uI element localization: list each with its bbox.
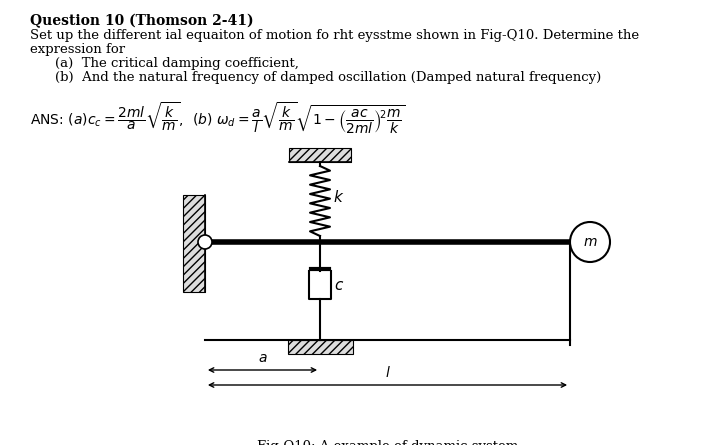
Bar — [287, 340, 353, 354]
Text: Fig-Q10: A example of dynamic system.: Fig-Q10: A example of dynamic system. — [257, 440, 523, 445]
Text: Set up the different ial equaiton of motion fo rht eysstme shown in Fig-Q10. Det: Set up the different ial equaiton of mot… — [30, 29, 639, 42]
Text: $c$: $c$ — [334, 278, 344, 293]
Text: $l$: $l$ — [384, 365, 390, 380]
Bar — [289, 148, 351, 162]
Text: (b)  And the natural frequency of damped oscillation (Damped natural frequency): (b) And the natural frequency of damped … — [55, 71, 601, 84]
Circle shape — [570, 222, 610, 262]
Text: $a$: $a$ — [258, 351, 267, 365]
Text: (a)  The critical damping coefficient,: (a) The critical damping coefficient, — [55, 57, 299, 70]
Text: ANS: $(a)c_c =\dfrac{2ml}{a}\sqrt{\dfrac{k}{m}}$,  $(b)\ \omega_d=\dfrac{a}{l}\s: ANS: $(a)c_c =\dfrac{2ml}{a}\sqrt{\dfrac… — [30, 100, 405, 136]
Circle shape — [198, 235, 212, 249]
Text: Question 10 (Thomson 2-41): Question 10 (Thomson 2-41) — [30, 14, 253, 28]
Text: $k$: $k$ — [333, 189, 344, 205]
Text: $m$: $m$ — [582, 235, 598, 249]
Text: expression for: expression for — [30, 43, 125, 56]
Bar — [183, 195, 205, 292]
